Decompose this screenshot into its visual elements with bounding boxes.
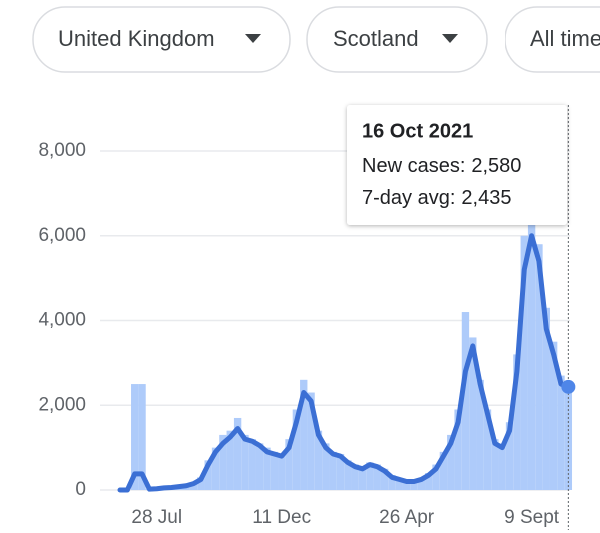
dropdown-arrow bbox=[245, 34, 261, 43]
button-outline bbox=[32, 6, 291, 73]
bar bbox=[461, 312, 470, 490]
bar bbox=[417, 478, 426, 490]
x-tick-label: 28 Jul bbox=[131, 507, 182, 528]
bar bbox=[138, 384, 146, 490]
bar bbox=[469, 337, 477, 490]
dropdown-arrow bbox=[442, 34, 458, 43]
bar bbox=[226, 430, 234, 490]
highlight-point bbox=[561, 379, 576, 394]
bar bbox=[292, 409, 301, 490]
filter-button[interactable]: United Kingdom bbox=[32, 6, 291, 73]
bar bbox=[513, 354, 521, 490]
line bbox=[117, 233, 571, 493]
tooltip: 16 Oct 2021 New cases: 2,580 7-day avg: 2,… bbox=[347, 105, 567, 225]
bar bbox=[454, 409, 462, 490]
bar bbox=[219, 434, 227, 490]
bar bbox=[248, 439, 256, 490]
bar bbox=[388, 475, 396, 490]
bar bbox=[439, 451, 448, 490]
bar bbox=[336, 453, 345, 490]
tooltip-series-name: New cases: bbox=[362, 155, 465, 177]
bar bbox=[285, 439, 293, 490]
bar bbox=[542, 307, 550, 490]
bar bbox=[204, 460, 212, 490]
bar bbox=[131, 384, 139, 490]
bar bbox=[255, 443, 264, 490]
bar bbox=[491, 439, 499, 490]
tooltip-row: 7-day avg: 2,435 bbox=[362, 187, 511, 209]
bar bbox=[483, 409, 492, 490]
tooltip-value: 2,435 bbox=[461, 187, 511, 209]
bar bbox=[505, 422, 514, 490]
button-outline bbox=[505, 6, 600, 73]
y-tick-label: 6,000 bbox=[38, 225, 86, 246]
y-tick-label: 2,000 bbox=[38, 394, 86, 415]
bar bbox=[351, 464, 359, 490]
bar bbox=[549, 341, 558, 490]
bar bbox=[211, 447, 220, 490]
bar bbox=[344, 460, 352, 490]
bar bbox=[425, 473, 433, 490]
bar bbox=[270, 451, 279, 490]
tooltip-box bbox=[347, 105, 567, 225]
bar bbox=[498, 443, 506, 490]
bar bbox=[373, 464, 381, 490]
bar bbox=[358, 466, 367, 490]
button-outline bbox=[306, 6, 488, 73]
bar bbox=[329, 451, 337, 490]
tooltip-series-name: 7-day avg: bbox=[362, 187, 455, 209]
bar bbox=[233, 417, 242, 490]
bar bbox=[527, 218, 536, 491]
bar bbox=[564, 380, 573, 490]
button-label: Scotland bbox=[333, 26, 419, 51]
bar bbox=[263, 447, 271, 490]
bar bbox=[300, 379, 308, 490]
bar bbox=[432, 464, 440, 490]
bar bbox=[307, 392, 315, 490]
y-tick-label: 4,000 bbox=[38, 310, 86, 331]
filter-button[interactable]: All time bbox=[505, 6, 600, 73]
bar bbox=[197, 477, 205, 490]
plot: 0 2,000 4,000 6,000 8,000 28 Jul 11 Dec 26 Apr 9… bbox=[38, 105, 576, 530]
x-tick-label: 11 Dec bbox=[252, 507, 311, 528]
x-tick-label: 26 Apr bbox=[379, 507, 435, 528]
tooltip-row: New cases: 2,580 bbox=[362, 155, 521, 177]
bar bbox=[380, 468, 389, 490]
bar bbox=[366, 462, 374, 490]
bar bbox=[402, 480, 411, 490]
bar bbox=[314, 430, 323, 490]
x-tick-label: 9 Sept bbox=[504, 507, 560, 528]
bar bbox=[476, 379, 484, 490]
bar bbox=[322, 443, 330, 490]
bar bbox=[557, 375, 565, 490]
bar bbox=[278, 453, 286, 490]
tooltip-value: 2,580 bbox=[471, 155, 521, 177]
button-label: All time bbox=[530, 26, 600, 51]
bar bbox=[520, 235, 528, 490]
tooltip-date: 16 Oct 2021 bbox=[362, 120, 473, 142]
y-tick-label: 8,000 bbox=[38, 140, 86, 161]
filter-button[interactable]: Scotland bbox=[306, 6, 488, 73]
button-label: United Kingdom bbox=[58, 26, 215, 51]
bar bbox=[535, 244, 543, 490]
bar bbox=[410, 480, 418, 490]
bar bbox=[395, 478, 403, 490]
bar bbox=[241, 434, 249, 490]
y-tick-label: 0 bbox=[75, 479, 86, 500]
bar bbox=[447, 434, 455, 490]
